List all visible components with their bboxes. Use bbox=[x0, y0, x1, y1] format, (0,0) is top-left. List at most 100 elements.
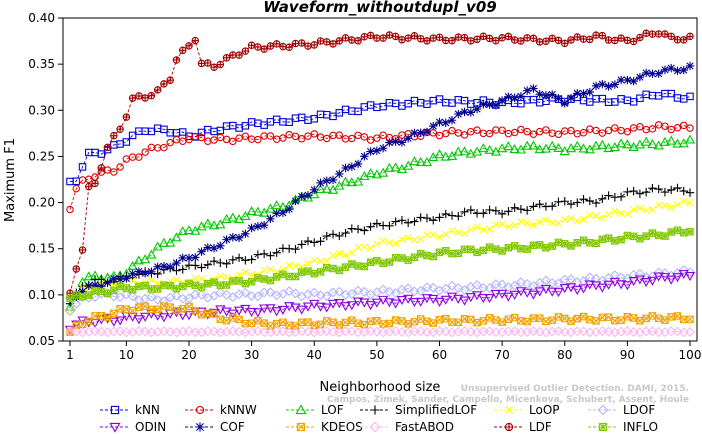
data-point bbox=[297, 268, 306, 276]
data-point bbox=[429, 231, 437, 239]
data-point bbox=[165, 237, 176, 247]
data-point bbox=[404, 34, 412, 42]
data-point bbox=[542, 317, 550, 326]
data-point bbox=[284, 286, 295, 297]
data-point bbox=[622, 281, 633, 291]
data-point bbox=[491, 100, 501, 110]
data-point bbox=[655, 201, 663, 209]
data-point bbox=[147, 285, 156, 293]
data-point bbox=[191, 261, 200, 270]
data-point bbox=[353, 285, 364, 296]
data-point bbox=[97, 282, 106, 291]
data-point bbox=[536, 218, 544, 226]
data-point bbox=[228, 233, 238, 242]
legend-label: LDOF bbox=[623, 403, 655, 417]
data-point bbox=[453, 146, 464, 156]
data-point bbox=[346, 289, 357, 300]
data-point bbox=[285, 272, 293, 281]
legend-label: SimplifiedLOF bbox=[395, 403, 477, 417]
data-point bbox=[492, 221, 500, 229]
data-point bbox=[391, 254, 400, 262]
data-point bbox=[448, 126, 456, 135]
data-point bbox=[416, 98, 425, 107]
series-ldof bbox=[65, 265, 695, 316]
data-point bbox=[291, 322, 300, 330]
data-point bbox=[666, 326, 677, 337]
data-point bbox=[504, 422, 514, 432]
data-point bbox=[323, 134, 331, 143]
data-point bbox=[365, 301, 376, 311]
data-point bbox=[548, 316, 556, 324]
data-point bbox=[553, 142, 564, 153]
data-point bbox=[553, 326, 564, 337]
legend-label: KDEOS bbox=[321, 420, 363, 434]
x-tick-label: 80 bbox=[557, 348, 572, 362]
data-point bbox=[467, 225, 475, 234]
data-point bbox=[391, 137, 400, 146]
data-point bbox=[648, 125, 657, 133]
data-point bbox=[592, 126, 600, 135]
data-point bbox=[642, 314, 650, 323]
data-point bbox=[504, 244, 513, 252]
data-point bbox=[159, 261, 169, 271]
legend-item-knn: kNN bbox=[100, 403, 160, 417]
data-point bbox=[360, 320, 369, 329]
data-point bbox=[548, 201, 557, 211]
data-point bbox=[404, 320, 412, 328]
data-point bbox=[184, 293, 194, 304]
data-point bbox=[346, 301, 357, 311]
data-point bbox=[528, 140, 539, 150]
data-point bbox=[598, 235, 607, 244]
data-point bbox=[109, 422, 121, 433]
data-point bbox=[348, 249, 356, 257]
data-point bbox=[140, 326, 151, 337]
data-point bbox=[208, 308, 220, 318]
data-point bbox=[321, 183, 332, 193]
data-point bbox=[417, 235, 425, 243]
data-point bbox=[197, 247, 206, 256]
legend-label: kNNW bbox=[220, 403, 257, 417]
data-point bbox=[547, 278, 558, 289]
data-point bbox=[579, 236, 588, 244]
data-point bbox=[592, 317, 600, 325]
data-point bbox=[234, 326, 245, 337]
data-point bbox=[473, 318, 481, 327]
data-point bbox=[604, 126, 613, 135]
data-point bbox=[265, 287, 276, 298]
data-point bbox=[197, 310, 206, 319]
data-point bbox=[354, 319, 362, 327]
series-fastabod bbox=[65, 326, 695, 338]
data-point bbox=[146, 249, 157, 259]
data-point bbox=[591, 273, 602, 284]
data-point bbox=[598, 313, 607, 322]
data-point bbox=[328, 175, 338, 185]
data-point bbox=[334, 286, 345, 297]
data-point bbox=[204, 59, 212, 67]
data-point bbox=[667, 89, 675, 98]
data-point bbox=[403, 134, 413, 143]
data-point bbox=[323, 38, 331, 46]
data-point bbox=[240, 210, 251, 221]
data-point bbox=[190, 225, 201, 235]
data-point bbox=[371, 298, 383, 308]
data-point bbox=[227, 326, 238, 337]
data-point bbox=[195, 422, 205, 432]
data-point bbox=[366, 147, 375, 156]
data-point bbox=[604, 234, 613, 242]
data-point bbox=[291, 244, 300, 254]
data-point bbox=[284, 204, 294, 214]
data-point bbox=[617, 316, 625, 324]
data-point bbox=[534, 287, 545, 297]
data-point bbox=[497, 279, 508, 290]
data-point bbox=[165, 326, 176, 337]
data-point bbox=[409, 297, 420, 308]
data-point bbox=[628, 327, 639, 337]
data-point bbox=[542, 37, 550, 45]
data-point bbox=[296, 305, 307, 315]
data-point bbox=[377, 295, 389, 305]
data-point bbox=[529, 241, 538, 250]
data-point bbox=[635, 189, 645, 198]
data-point bbox=[309, 287, 320, 298]
data-point bbox=[384, 286, 395, 297]
data-point bbox=[153, 305, 162, 314]
